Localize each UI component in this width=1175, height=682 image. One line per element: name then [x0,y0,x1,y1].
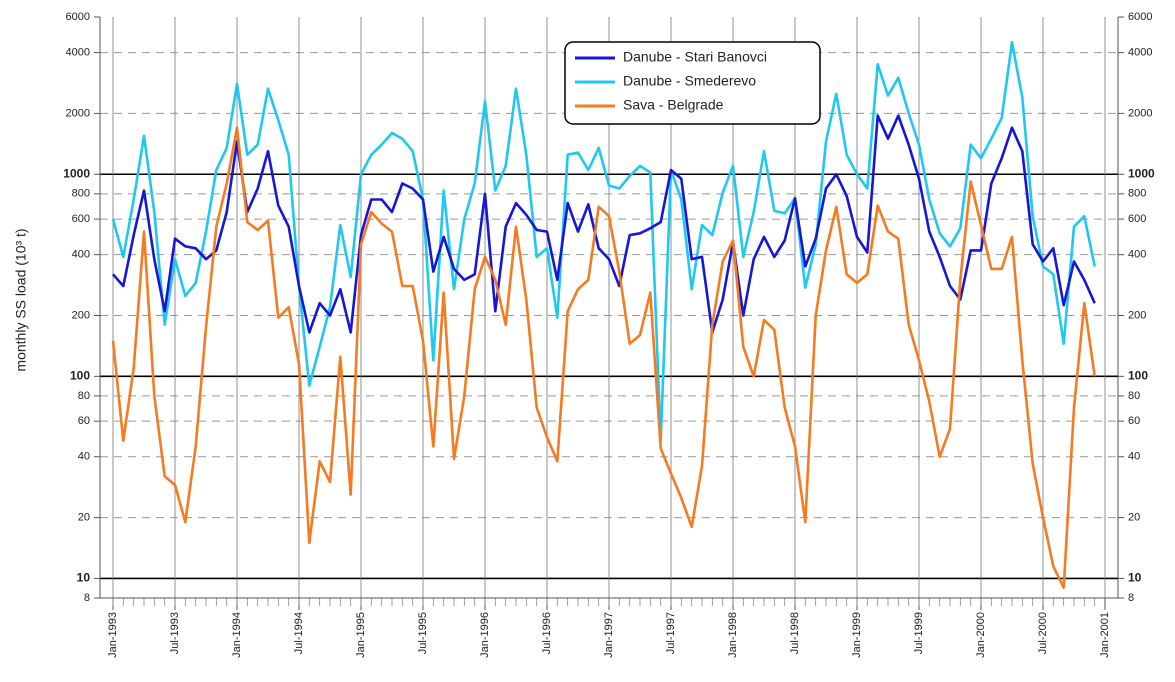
y2-tick-label: 60 [1128,415,1140,427]
y2-tick-label: 800 [1128,188,1146,200]
x-tick-label: Jan-2001 [1099,612,1111,658]
y2-tick-label: 200 [1128,309,1146,321]
x-tick-label: Jul-1997 [665,612,677,654]
x-tick-label: Jan-1993 [107,612,119,658]
x-tick-label: Jul-1994 [293,612,305,654]
y-tick-label: 100 [70,369,90,383]
x-tick-label: Jul-2000 [1037,612,1049,654]
y-tick-label: 60 [78,415,90,427]
y2-tick-label: 1000 [1128,166,1155,180]
y-tick-label: 1000 [63,166,90,180]
legend-label: Danube - Stari Banovci [623,49,767,65]
x-tick-label: Jul-1996 [541,612,553,654]
y-tick-label: 200 [72,309,90,321]
x-tick-label: Jan-1995 [355,612,367,658]
series-line [112,114,1096,334]
legend-box [564,41,821,125]
series-line [111,40,1096,442]
series-line [111,126,1096,589]
x-tick-label: Jan-1994 [231,612,243,658]
y2-tick-label: 2000 [1128,107,1152,119]
y-tick-label: 400 [72,249,90,261]
y-tick-label: 2000 [66,107,90,119]
y-tick-label: 20 [78,511,90,523]
y-tick-label: 600 [72,213,90,225]
legend-label: Danube - Smederevo [623,73,756,89]
y2-tick-label: 100 [1128,369,1148,383]
x-tick-label: Jan-1999 [851,612,863,658]
x-tick-label: Jan-1998 [727,612,739,658]
y-tick-label: 40 [78,451,90,463]
y-tick-label: 10 [77,571,91,585]
y-tick-label: 4000 [66,46,90,58]
y2-tick-label: 400 [1128,249,1146,261]
legend-label: Sava - Belgrade [623,97,724,113]
y2-tick-label: 80 [1128,390,1140,402]
y2-tick-label: 10 [1128,571,1142,585]
y2-tick-label: 600 [1128,213,1146,225]
x-tick-label: Jul-1999 [913,612,925,654]
y2-tick-label: 4000 [1128,46,1152,58]
x-tick-label: Jul-1998 [789,612,801,654]
y2-tick-label: 20 [1128,511,1140,523]
y2-tick-label: 8 [1128,592,1134,604]
x-tick-label: Jul-1995 [417,612,429,654]
y-tick-label: 80 [78,390,90,402]
y2-tick-label: 6000 [1128,11,1152,23]
x-tick-label: Jan-2000 [975,612,987,658]
y-tick-label: 6000 [66,11,90,23]
x-tick-label: Jan-1997 [603,612,615,658]
y-axis-label: monthly SS load (10³ t) [13,228,29,371]
y2-tick-label: 40 [1128,451,1140,463]
y-tick-label: 8 [84,592,90,604]
x-tick-label: Jan-1996 [479,612,491,658]
y-tick-label: 800 [72,188,90,200]
x-tick-label: Jul-1993 [169,612,181,654]
